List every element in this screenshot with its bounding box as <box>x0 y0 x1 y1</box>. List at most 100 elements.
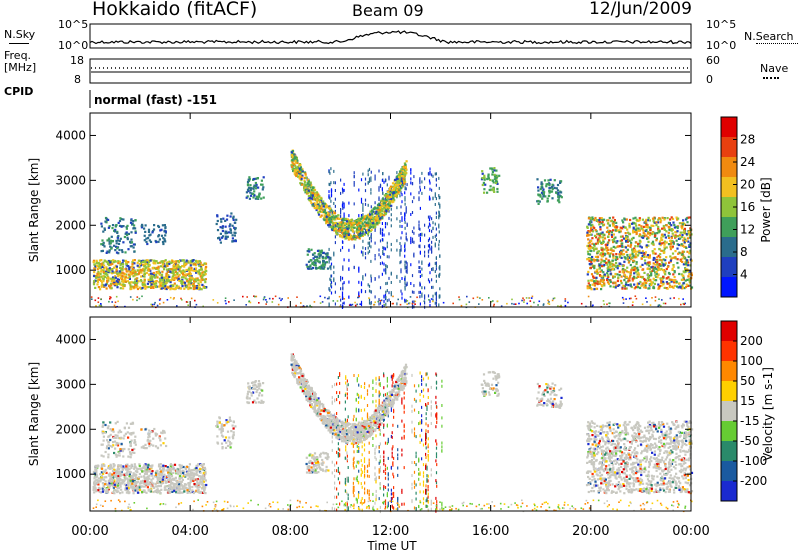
echo-cell <box>185 273 188 276</box>
echo-cell <box>380 202 383 205</box>
echo-cell <box>622 253 626 256</box>
echo-cell <box>404 260 406 264</box>
echo-cell <box>384 247 387 251</box>
echo-cell <box>678 272 681 276</box>
echo-cell <box>645 228 648 232</box>
echo-cell <box>362 213 364 217</box>
echo-cell <box>370 259 372 263</box>
echo-cell <box>144 262 148 265</box>
echo-cell <box>381 208 384 211</box>
echo-cell <box>614 246 617 249</box>
echo-cell <box>253 190 256 193</box>
echo-cell <box>665 241 668 244</box>
echo-cell <box>194 286 197 290</box>
echo-cell <box>381 272 383 276</box>
echo-cell <box>649 270 652 273</box>
echo-cell <box>625 281 628 284</box>
echo-cell <box>402 178 405 181</box>
echo-cell <box>630 269 633 272</box>
echo-cell <box>161 270 164 273</box>
echo-cell <box>360 283 363 287</box>
echo-cell <box>197 272 200 275</box>
echo-cell <box>366 216 369 219</box>
echo-cell <box>342 282 344 286</box>
echo-cell <box>493 175 497 178</box>
echo-cell <box>265 299 267 301</box>
echo-cell <box>641 263 644 266</box>
echo-cell <box>177 275 180 278</box>
echo-cell <box>290 154 293 157</box>
echo-cell <box>317 193 320 196</box>
echo-cell <box>220 220 223 223</box>
echo-cell <box>179 259 182 262</box>
echo-cell <box>689 250 692 253</box>
echo-cell <box>662 263 665 266</box>
echo-cell <box>356 236 359 239</box>
echo-cell <box>381 304 383 308</box>
echo-cell <box>353 226 356 229</box>
echo-cell <box>435 264 437 268</box>
echo-cell <box>390 488 392 492</box>
echo-cell <box>127 273 130 276</box>
echo-cell <box>624 269 627 272</box>
echo-cell <box>361 222 364 225</box>
echo-cell <box>431 217 433 221</box>
echo-cell <box>379 392 381 396</box>
echo-cell <box>684 286 688 289</box>
echo-cell <box>634 216 637 219</box>
echo-cell <box>329 171 331 175</box>
echo-cell <box>426 372 428 376</box>
echo-cell <box>379 227 382 231</box>
echo-cell <box>406 300 409 302</box>
echo-cell <box>100 285 103 288</box>
echo-cell <box>378 202 381 205</box>
echo-cell <box>256 197 259 200</box>
echo-cell <box>606 263 609 266</box>
echo-cell <box>343 298 346 300</box>
echo-cell <box>378 302 380 306</box>
echo-cell <box>360 290 363 294</box>
echo-cell <box>625 240 628 243</box>
echo-cell <box>224 300 227 302</box>
echo-cell <box>404 163 407 166</box>
echo-cell <box>190 276 193 279</box>
echo-cell <box>421 438 423 442</box>
echo-cell <box>306 191 309 194</box>
echo-cell <box>334 181 336 185</box>
echo-cell <box>191 260 194 263</box>
echo-cell <box>155 285 158 289</box>
echo-cell <box>630 256 634 260</box>
echo-cell <box>495 169 498 172</box>
echo-cell <box>368 177 371 181</box>
echo-cell <box>379 384 381 387</box>
echo-cell <box>314 194 317 198</box>
echo-cell <box>551 197 554 200</box>
echo-cell <box>612 256 615 259</box>
echo-cell <box>397 448 399 452</box>
echo-cell <box>177 266 180 269</box>
echo-cell <box>651 297 653 299</box>
echo-cell <box>382 246 384 250</box>
echo-cell <box>673 226 676 229</box>
echo-cell <box>394 185 397 188</box>
echo-cell <box>312 189 315 192</box>
echo-cell <box>346 218 349 221</box>
echo-cell <box>358 269 360 273</box>
echo-cell <box>341 203 344 207</box>
echo-cell <box>100 259 103 262</box>
echo-cell <box>233 234 236 237</box>
echo-cell <box>546 200 549 203</box>
echo-cell <box>379 486 381 490</box>
echo-cell <box>184 274 188 277</box>
echo-cell <box>380 299 383 302</box>
echo-cell <box>488 188 491 191</box>
echo-cell <box>434 203 436 206</box>
echo-cell <box>333 221 337 224</box>
echo-cell <box>600 283 603 287</box>
echo-cell <box>438 303 440 307</box>
echo-cell <box>378 186 380 190</box>
echo-cell <box>400 268 402 272</box>
echo-cell <box>612 255 615 258</box>
echo-cell <box>599 228 602 231</box>
echo-cell <box>156 266 159 269</box>
